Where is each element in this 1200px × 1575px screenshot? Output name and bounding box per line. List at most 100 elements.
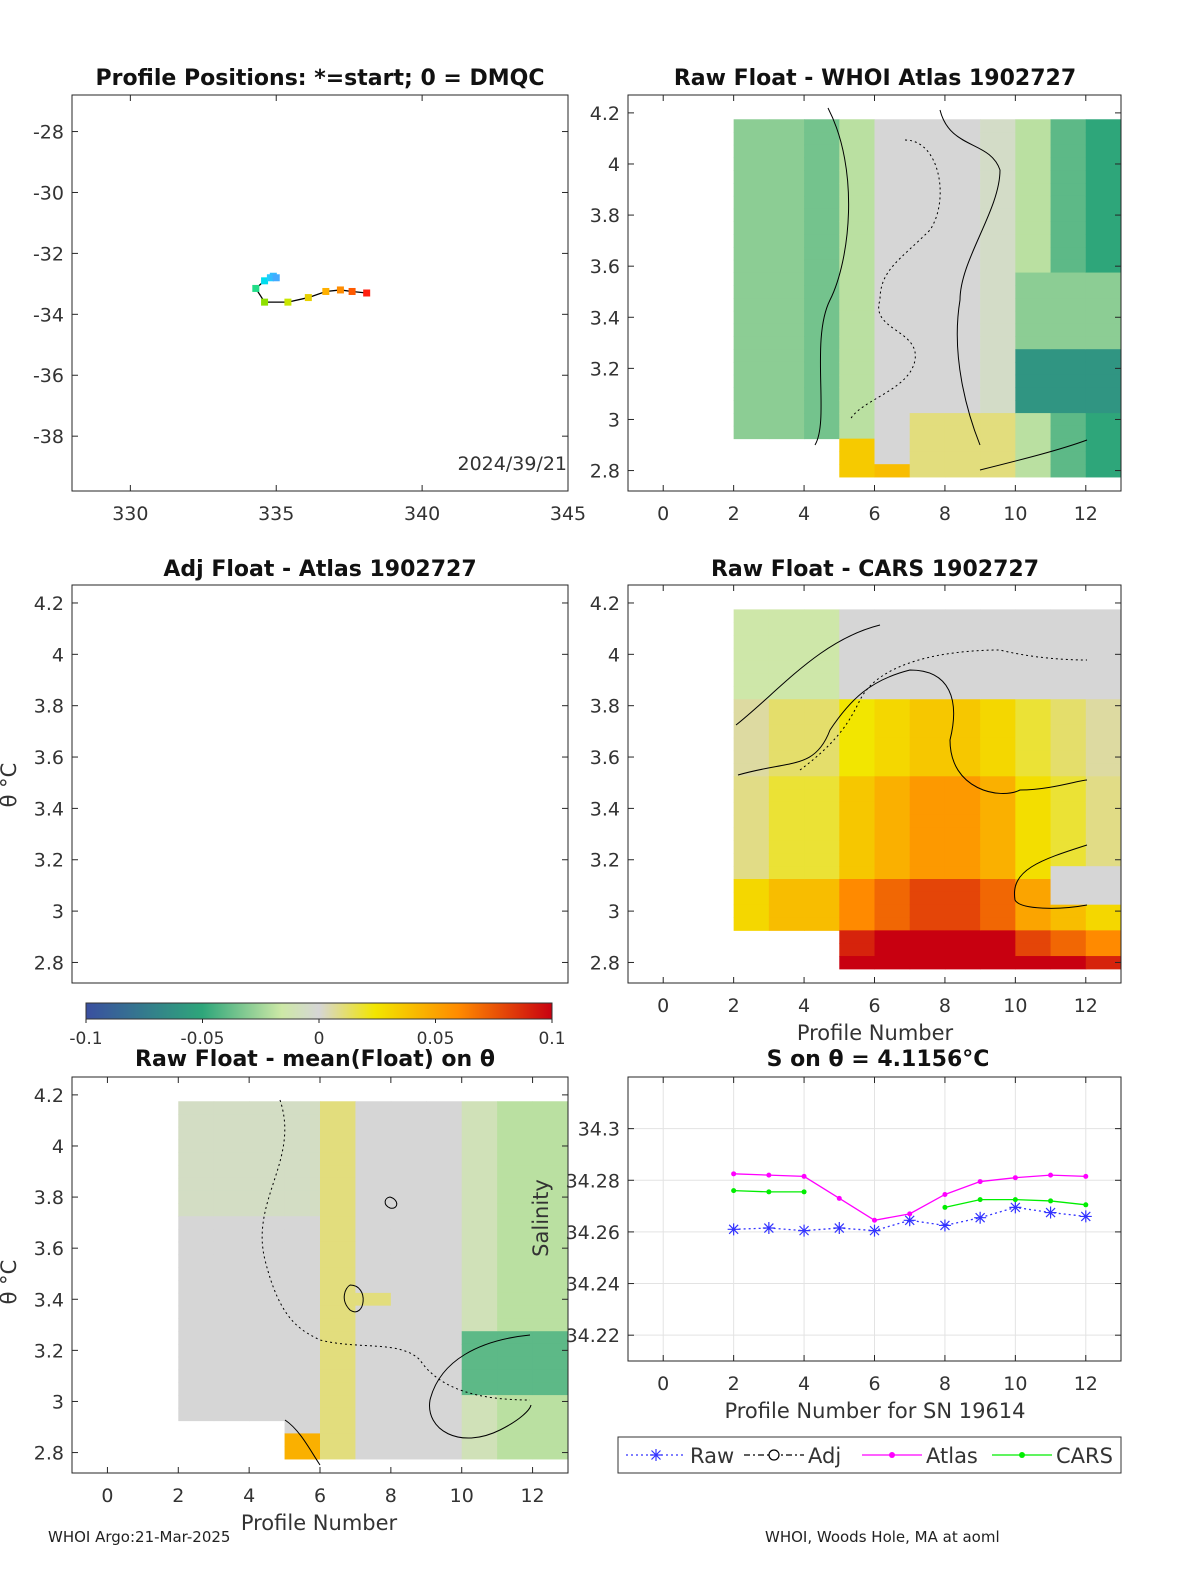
heatmap-cell bbox=[980, 660, 1016, 675]
heatmap-cell bbox=[1015, 298, 1052, 312]
heatmap-cell bbox=[355, 1420, 392, 1434]
heatmap-cell bbox=[768, 400, 805, 414]
heatmap-cell bbox=[944, 234, 981, 248]
heatmap-cell bbox=[804, 904, 840, 919]
heatmap-cell bbox=[909, 891, 946, 906]
heatmap-cell bbox=[874, 814, 911, 829]
heatmap-cell bbox=[980, 425, 1016, 440]
heatmap-cell bbox=[178, 1101, 215, 1115]
heatmap-cell bbox=[1050, 904, 1087, 919]
heatmap-cell bbox=[426, 1241, 463, 1256]
profile-marker bbox=[322, 287, 330, 295]
heatmap-cell bbox=[733, 879, 770, 893]
heatmap-cell bbox=[1015, 609, 1052, 623]
heatmap-cell bbox=[874, 361, 911, 376]
heatmap-cell bbox=[1085, 298, 1122, 312]
heatmap-cell bbox=[944, 776, 981, 790]
heatmap-cell bbox=[1015, 234, 1052, 248]
heatmap-cell bbox=[532, 1331, 569, 1345]
series-point-cars bbox=[801, 1189, 807, 1195]
heatmap-cell bbox=[768, 272, 805, 286]
salinity-xtick-label: 0 bbox=[657, 1373, 669, 1395]
series-point-atlas bbox=[731, 1171, 737, 1177]
heatmap-cell bbox=[909, 801, 946, 816]
heatmap-cell bbox=[1085, 956, 1122, 970]
legend-label-atlas: Atlas bbox=[926, 1444, 978, 1468]
heatmap-cell bbox=[426, 1177, 463, 1192]
heatmap-cell bbox=[874, 776, 911, 790]
heatmap-cell bbox=[1085, 891, 1122, 906]
raw-whoi-ytick-label: 4.2 bbox=[590, 103, 620, 125]
raw-whoi-ytick-label: 3 bbox=[608, 409, 620, 431]
contour-line bbox=[343, 1284, 364, 1313]
heatmap-cell bbox=[284, 1241, 321, 1256]
raw-cars-xtick-label: 6 bbox=[868, 995, 880, 1017]
heatmap-cell bbox=[980, 336, 1016, 350]
heatmap-cell bbox=[532, 1114, 569, 1128]
heatmap-cell bbox=[1085, 724, 1122, 739]
heatmap-cell bbox=[1085, 400, 1122, 414]
heatmap-cell bbox=[839, 119, 875, 133]
heatmap-cell bbox=[980, 361, 1016, 376]
heatmap-cell bbox=[532, 1267, 569, 1281]
heatmap-cell bbox=[874, 195, 911, 210]
heatmap-cell bbox=[426, 1356, 463, 1371]
heatmap-cell bbox=[733, 400, 770, 414]
heatmap-cell bbox=[733, 157, 770, 171]
heatmap-cell bbox=[1085, 776, 1122, 790]
legend-label-cars: CARS bbox=[1056, 1444, 1113, 1468]
heatmap-cell bbox=[390, 1203, 427, 1217]
heatmap-cell bbox=[944, 943, 981, 957]
heatmap-cell bbox=[1050, 119, 1087, 133]
heatmap-cell bbox=[1015, 310, 1052, 325]
raw-cars-xtick-label: 8 bbox=[939, 995, 951, 1017]
heatmap-cell bbox=[497, 1254, 534, 1268]
heatmap-cell bbox=[461, 1114, 498, 1128]
heatmap-cell bbox=[497, 1280, 534, 1294]
heatmap-cell bbox=[213, 1331, 250, 1345]
heatmap-cell bbox=[874, 438, 911, 452]
heatmap-cell bbox=[804, 310, 840, 325]
heatmap-cell bbox=[980, 438, 1016, 452]
heatmap-cell bbox=[497, 1241, 534, 1256]
raw-whoi-title: Raw Float - WHOI Atlas 1902727 bbox=[674, 66, 1076, 91]
profile-marker bbox=[336, 286, 344, 294]
heatmap-cell bbox=[909, 298, 946, 312]
heatmap-cell bbox=[178, 1241, 215, 1256]
heatmap-cell bbox=[944, 635, 981, 649]
raw-cars-xtick-label: 2 bbox=[728, 995, 740, 1017]
heatmap-cell bbox=[733, 310, 770, 325]
heatmap-cell bbox=[733, 647, 770, 662]
heatmap-cell bbox=[839, 259, 875, 274]
heatmap-cell bbox=[768, 827, 805, 841]
heatmap-cell bbox=[804, 374, 840, 389]
heatmap-cell bbox=[839, 904, 875, 919]
heatmap-cell bbox=[532, 1280, 569, 1294]
heatmap-cell bbox=[1015, 647, 1052, 662]
heatmap-cell bbox=[1050, 336, 1087, 350]
heatmap-cell bbox=[1085, 622, 1122, 636]
raw-cars-ytick-label: 3.6 bbox=[590, 747, 620, 769]
heatmap-cell bbox=[874, 464, 911, 478]
heatmap-cell bbox=[1085, 259, 1122, 274]
raw-mean-title: Raw Float - mean(Float) on θ bbox=[135, 1047, 495, 1072]
heatmap-cell bbox=[804, 776, 840, 790]
heatmap-cell bbox=[320, 1229, 356, 1243]
heatmap-cell bbox=[733, 673, 770, 687]
heatmap-cell bbox=[1015, 413, 1052, 427]
heatmap-cell bbox=[980, 891, 1016, 906]
heatmap-cell bbox=[1050, 891, 1087, 906]
heatmap-cell bbox=[909, 750, 946, 764]
heatmap-cell bbox=[213, 1126, 250, 1141]
raw-cars-ticks: 0 2 4 6 8 10 12 4.2 4 3.8 3.6 3.4 3.2 3 2.8 bbox=[590, 585, 1121, 1017]
heatmap-cell bbox=[944, 183, 981, 197]
heatmap-cell bbox=[839, 943, 875, 957]
series-point-atlas bbox=[836, 1195, 842, 1201]
heatmap-cell bbox=[532, 1382, 569, 1396]
heatmap-cell bbox=[284, 1203, 321, 1217]
heatmap-cell bbox=[768, 724, 805, 739]
heatmap-cell bbox=[284, 1318, 321, 1332]
heatmap-cell bbox=[1050, 801, 1087, 816]
positions-ytick-label: -28 bbox=[33, 122, 64, 144]
heatmap-cell bbox=[874, 323, 911, 337]
